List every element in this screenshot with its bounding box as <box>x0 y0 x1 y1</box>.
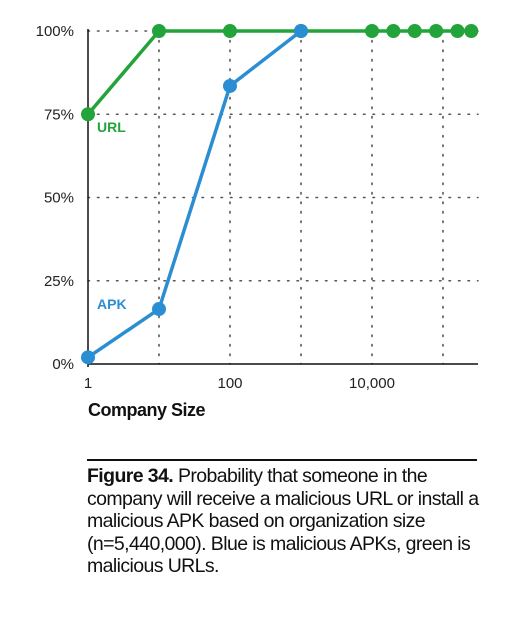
x-tick-label: 100 <box>217 375 242 392</box>
data-point-apk <box>81 350 95 365</box>
chart: 0% 25% 50% 75% 100% 1 100 10,000 URL APK Company… <box>36 23 479 420</box>
data-point-url <box>386 24 401 38</box>
x-tick-label: 10,000 <box>349 375 395 392</box>
caption-text: Probability that someone in the company … <box>87 465 479 577</box>
grid <box>87 30 479 365</box>
data-point-url <box>450 24 465 38</box>
y-tick-label: 0% <box>52 356 74 373</box>
data-point-url <box>429 24 444 38</box>
series-line-url <box>86 29 472 116</box>
data-point-apk <box>223 78 237 93</box>
data-point-url <box>365 24 379 38</box>
series-label-apk: APK <box>97 296 127 312</box>
figure-caption: Figure 34. Probability that someone in t… <box>87 465 487 578</box>
caption-divider <box>87 459 477 461</box>
series-label-url: URL <box>97 119 126 135</box>
y-tick-label: 25% <box>44 273 74 290</box>
tick-labels: 0% 25% 50% 75% 100% 1 100 10,000 <box>36 23 395 392</box>
axes <box>87 29 478 367</box>
y-tick-label: 100% <box>36 23 74 40</box>
caption-label: Figure 34. <box>87 465 174 487</box>
data-point-apk <box>294 24 308 38</box>
data-point-url <box>223 24 237 38</box>
series-group: URL APK <box>81 24 479 365</box>
data-point-url <box>81 107 95 122</box>
y-tick-label: 75% <box>44 106 74 123</box>
series-line-apk <box>87 29 303 359</box>
x-axis-title: Company Size <box>88 400 206 420</box>
data-point-url <box>464 24 479 38</box>
data-point-url <box>152 24 166 38</box>
data-point-apk <box>152 302 166 317</box>
y-tick-label: 50% <box>44 190 74 207</box>
data-point-url <box>407 24 422 38</box>
x-tick-label: 1 <box>84 375 92 392</box>
